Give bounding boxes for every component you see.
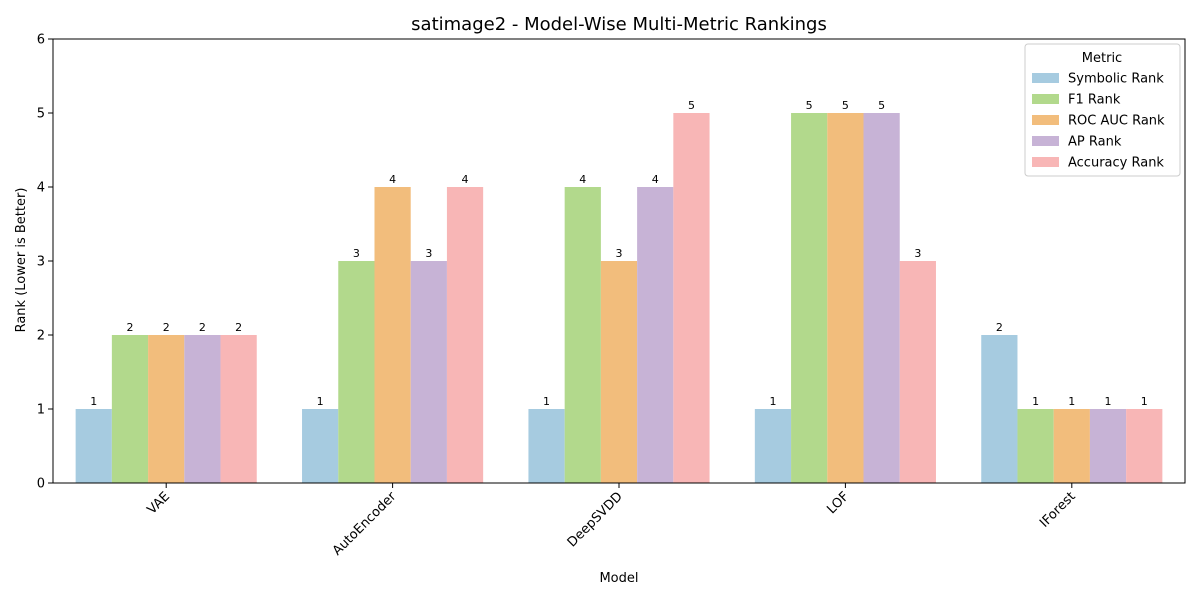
data-label: 5 [878, 99, 885, 112]
data-label: 5 [842, 99, 849, 112]
data-label: 1 [1141, 395, 1148, 408]
data-label: 2 [996, 321, 1003, 334]
data-label: 1 [769, 395, 776, 408]
bar [863, 113, 900, 483]
data-label: 3 [353, 247, 360, 260]
data-label: 1 [543, 395, 550, 408]
data-label: 4 [652, 173, 659, 186]
data-label: 3 [425, 247, 432, 260]
y-axis-label: Rank (Lower is Better) [14, 188, 29, 333]
data-label: 3 [914, 247, 921, 260]
y-tick-label: 4 [37, 181, 45, 196]
bar [754, 409, 792, 483]
x-tick-label: DeepSVDD [565, 489, 626, 550]
bar [528, 409, 565, 483]
data-label: 4 [462, 173, 469, 186]
x-axis-label: Model [599, 571, 638, 586]
data-label: 3 [616, 247, 623, 260]
legend-entry: Accuracy Rank [1068, 156, 1164, 171]
x-tick-label: IForest [1037, 489, 1079, 531]
bar [1017, 409, 1054, 483]
data-label: 1 [1068, 395, 1075, 408]
bar [791, 113, 828, 483]
legend-entry: F1 Rank [1068, 93, 1121, 108]
data-label: 1 [1105, 395, 1112, 408]
data-label: 5 [688, 99, 695, 112]
data-label: 4 [389, 173, 396, 186]
x-tick-label: VAE [145, 489, 173, 517]
bar [302, 409, 339, 483]
chart-title: satimage2 - Model-Wise Multi-Metric Rank… [411, 14, 827, 35]
legend-swatch [1032, 115, 1059, 125]
y-tick-label: 0 [37, 477, 45, 492]
legend-entry: ROC AUC Rank [1068, 114, 1165, 129]
bar [981, 335, 1018, 483]
legend-swatch [1032, 73, 1059, 83]
bar [673, 113, 710, 483]
bar [410, 261, 447, 483]
data-label: 1 [1032, 395, 1039, 408]
legend-swatch [1032, 94, 1059, 104]
bar [374, 187, 411, 483]
y-tick-label: 6 [37, 33, 45, 48]
bar [446, 187, 484, 483]
bar [338, 261, 375, 483]
bar [75, 409, 112, 483]
plot-area: 1 1 1 1 2 2 3 4 5 1 2 4 3 5 1 2 3 4 5 1 2 4 5 3 1 0 1 2 3 4 5 6 VAE AutoE… [37, 33, 1186, 559]
legend-swatch [1032, 157, 1059, 167]
legend-box [1024, 43, 1181, 177]
bar [220, 335, 257, 483]
legend-entry: AP Rank [1068, 135, 1122, 150]
data-label: 5 [806, 99, 813, 112]
data-label: 2 [126, 321, 133, 334]
bar [184, 335, 221, 483]
bar [148, 335, 185, 483]
bar [637, 187, 674, 483]
data-label: 1 [90, 395, 97, 408]
y-tick-label: 3 [37, 255, 45, 270]
bar [1089, 409, 1127, 483]
bar [899, 261, 936, 483]
legend-items: Symbolic Rank F1 Rank ROC AUC Rank AP Rank A… [1032, 72, 1165, 171]
bar [827, 113, 864, 483]
legend-swatch [1032, 136, 1059, 146]
legend-title: Metric [1082, 51, 1122, 66]
data-label: 2 [199, 321, 206, 334]
y-tick-label: 1 [37, 403, 45, 418]
bar [600, 261, 638, 483]
data-label: 2 [235, 321, 242, 334]
bar [564, 187, 601, 483]
y-tick-label: 2 [37, 329, 45, 344]
legend-entry: Symbolic Rank [1068, 72, 1164, 87]
data-label: 4 [579, 173, 586, 186]
y-tick-label: 5 [37, 107, 45, 122]
legend: Metric Symbolic Rank F1 Rank ROC AUC Rank A… [1024, 43, 1181, 177]
bar [111, 335, 149, 483]
data-label: 2 [163, 321, 170, 334]
x-tick-label: LOF [824, 489, 852, 517]
x-tick-label: AutoEncoder [330, 489, 400, 559]
bar [1053, 409, 1090, 483]
bar [1126, 409, 1163, 483]
data-label: 1 [317, 395, 324, 408]
